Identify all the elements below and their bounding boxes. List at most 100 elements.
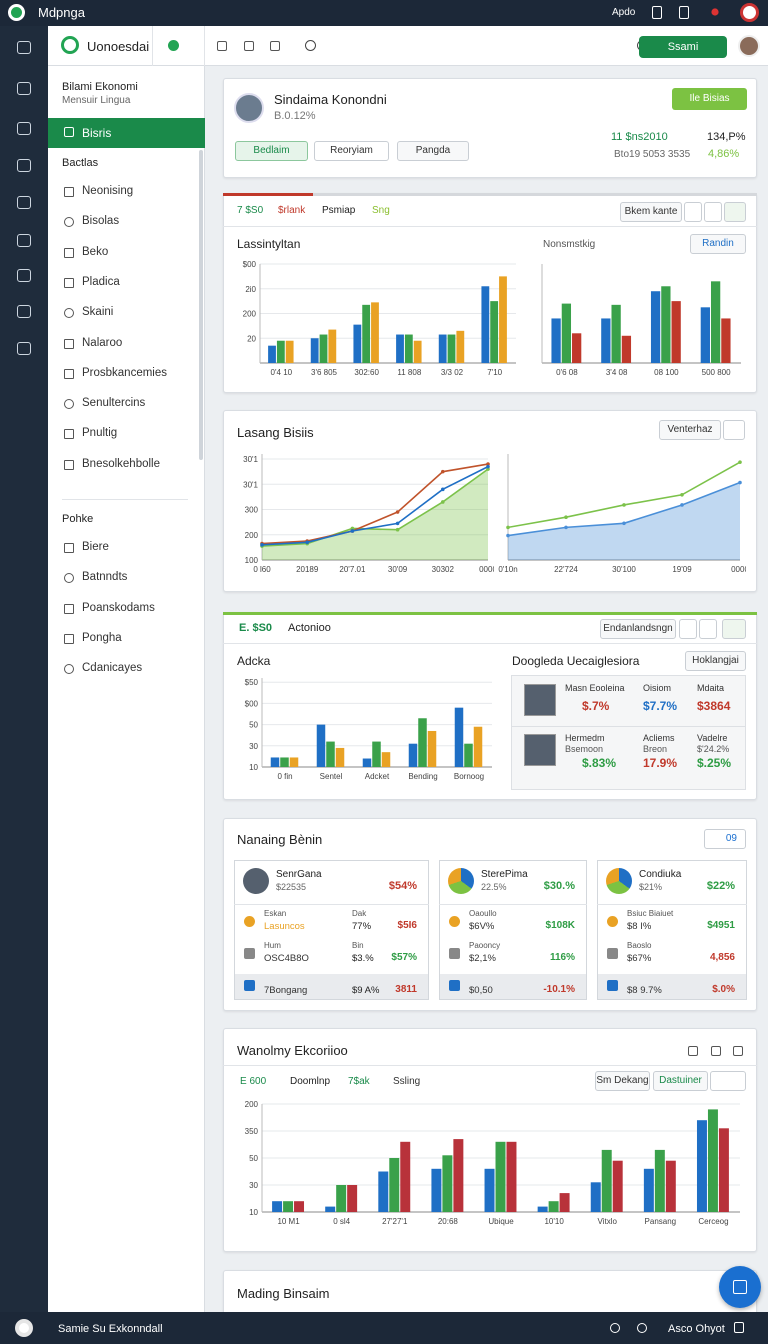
nav-rail (0, 26, 48, 1312)
bar (285, 340, 294, 363)
button[interactable]: Sm Dekang (595, 1071, 650, 1091)
rail-icon[interactable] (17, 342, 31, 355)
profile-card (223, 78, 757, 178)
row-icon (244, 948, 255, 959)
nav-item[interactable]: Poanskodams (82, 601, 155, 614)
rail-icon[interactable] (17, 305, 31, 318)
bar (408, 743, 418, 767)
divider (62, 499, 188, 500)
row-sub: Paooncy (469, 941, 501, 950)
tab[interactable]: E. $S0 (239, 622, 273, 634)
row-icon (607, 980, 618, 991)
rail-icon[interactable] (17, 82, 31, 95)
nav-item[interactable]: Neonising (82, 185, 134, 197)
x-tick-label: 0 fin (277, 772, 292, 781)
icon (270, 41, 280, 51)
nav-item[interactable]: Pnultig (82, 427, 118, 440)
bar (400, 1141, 411, 1212)
rail-icon[interactable] (17, 269, 31, 282)
button[interactable]: Dastuiner (653, 1071, 708, 1091)
cell-value: $.83% (582, 756, 617, 770)
x-tick-label: 3/3 02 (441, 368, 464, 377)
icon-button[interactable] (724, 202, 746, 222)
section-heading: Bactlas (62, 157, 99, 169)
x-tick-label: 3'4 08 (606, 368, 628, 377)
icon (305, 40, 316, 51)
bar (661, 286, 671, 363)
footer-icon[interactable] (610, 1323, 620, 1333)
row-sub: Eskan (264, 909, 287, 918)
icon-button[interactable] (710, 1071, 746, 1091)
bar (325, 1206, 336, 1212)
fab[interactable] (719, 1266, 761, 1308)
cell-sub: $'24.2% (697, 744, 730, 754)
nav-item[interactable]: Biere (82, 541, 109, 553)
x-tick-label: 0 l60 (253, 565, 271, 574)
card-title: Nanaing Bènin (237, 832, 323, 847)
x-tick-label: 30'100 (612, 565, 636, 574)
nav-item[interactable]: Bnesolkehbolle (82, 457, 161, 470)
icon-button[interactable] (723, 420, 745, 440)
button[interactable]: Bkem kante (620, 202, 682, 222)
panel-sub: 22.5% (481, 882, 507, 892)
x-tick-label: Bending (408, 772, 437, 781)
rail-icon[interactable] (17, 196, 31, 209)
active-item[interactable] (48, 118, 205, 148)
point (441, 500, 445, 504)
icon-button[interactable] (699, 619, 717, 639)
icon (64, 543, 74, 553)
nav-item[interactable]: Nalaroo (82, 336, 123, 349)
nav-item[interactable]: Batnndts (82, 571, 128, 584)
primary-button[interactable]: Ssami (639, 36, 727, 58)
icon (64, 277, 74, 288)
tab[interactable]: $rlank (278, 205, 306, 216)
button[interactable]: Endanlandsngn (600, 619, 676, 639)
footer-icon[interactable] (637, 1323, 647, 1333)
row-text: $67% (627, 953, 652, 964)
rail-icon[interactable] (17, 122, 31, 135)
tab[interactable]: Ssling (393, 1076, 421, 1087)
button[interactable]: Pangda (397, 141, 469, 161)
button[interactable]: Venterhaz (659, 420, 721, 440)
icon-button[interactable] (722, 619, 746, 639)
action-button[interactable]: Ile Bisias (672, 88, 747, 110)
nav-item[interactable]: Pladica (82, 275, 120, 288)
nav-item[interactable]: Bisolas (82, 215, 120, 228)
tab[interactable]: E 600 (240, 1076, 267, 1087)
tab[interactable]: Doomlnp (290, 1076, 331, 1087)
footer-icon[interactable] (734, 1322, 744, 1333)
tab[interactable]: Psmiap (322, 205, 356, 216)
icon-button[interactable] (679, 619, 697, 639)
bar (371, 302, 379, 363)
tab[interactable]: 7 $S0 (237, 205, 264, 216)
rail-icon[interactable] (17, 234, 31, 247)
status-icon (679, 6, 689, 19)
button[interactable]: Randin (690, 234, 746, 254)
icon-button[interactable] (684, 202, 702, 222)
button[interactable]: Bedlaim (235, 141, 308, 161)
badge[interactable]: 09 (704, 829, 746, 849)
icon-button[interactable] (704, 202, 722, 222)
button[interactable]: Reoryiam (314, 141, 389, 161)
tab[interactable]: Sng (372, 205, 390, 216)
panel-value: $54% (388, 880, 417, 892)
rail-icon[interactable] (17, 41, 31, 54)
button[interactable]: Hoklangjai (685, 651, 746, 671)
nav-item[interactable]: Pongha (82, 631, 122, 644)
rail-icon[interactable] (17, 159, 31, 172)
bar (319, 334, 328, 363)
nav-item[interactable]: Senultercins (82, 397, 146, 410)
bar (456, 330, 465, 363)
y-tick-label: 30'1 (243, 455, 258, 464)
bar (353, 324, 362, 363)
nav-item[interactable]: Beko (82, 245, 109, 258)
row-sub: Oaoullo (469, 909, 497, 918)
nav-item[interactable]: Prosbkancemies (82, 366, 168, 379)
point (441, 469, 445, 474)
cell-value: 17.9% (643, 756, 678, 770)
bar (548, 1201, 559, 1212)
nav-item[interactable]: Skaini (82, 306, 114, 319)
tab[interactable]: 7$ak (348, 1076, 370, 1087)
nav-item[interactable]: Cdanicayes (82, 662, 143, 675)
tab[interactable]: Actonioo (288, 622, 331, 634)
